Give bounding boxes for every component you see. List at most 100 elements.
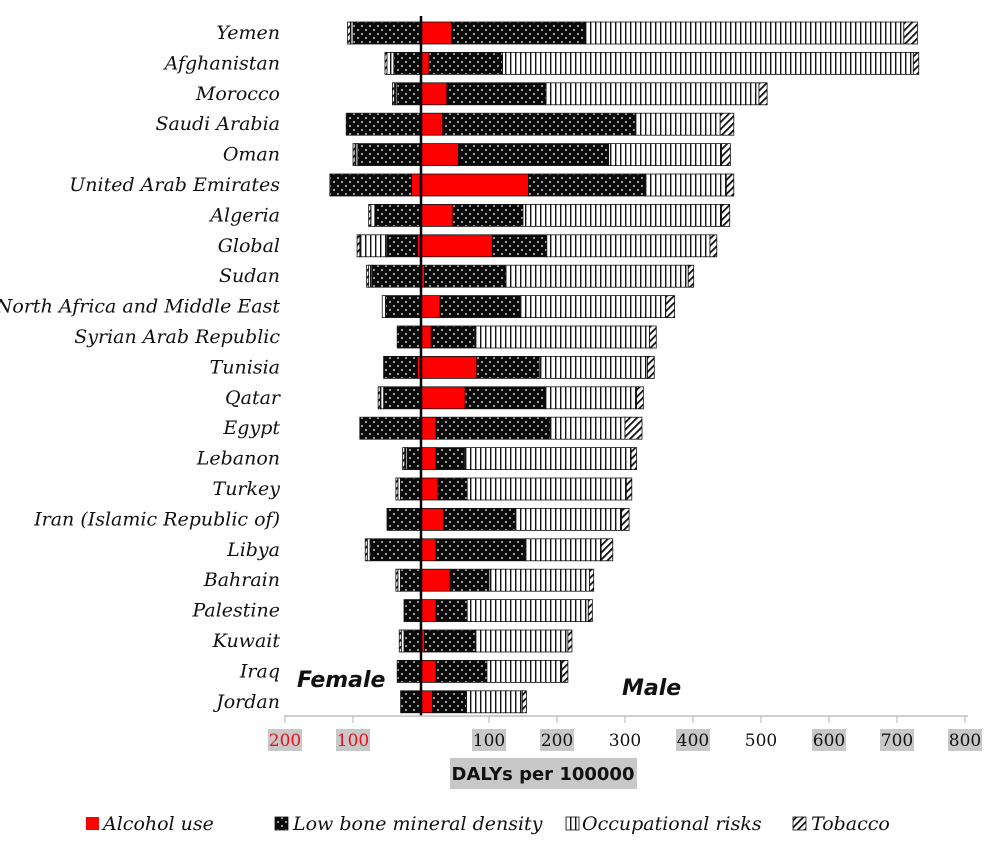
category-label-qatar: Qatar bbox=[225, 387, 282, 409]
bar-female-lbmd-egypt bbox=[359, 416, 422, 440]
bar-male-occupational-bahrain bbox=[488, 568, 591, 592]
bar-male-alcohol-syrian-arab-republic bbox=[420, 325, 432, 349]
bar-female-occupational-oman bbox=[354, 143, 359, 167]
bar-male-tobacco-global bbox=[709, 234, 718, 258]
bar-male-occupational-sudan bbox=[505, 264, 689, 288]
bar-male-alcohol-iran-islamic-republic-of bbox=[420, 507, 444, 531]
bar-male-alcohol-bahrain bbox=[420, 568, 451, 592]
bar-female-tobacco-libya bbox=[364, 538, 368, 562]
female-label: Female bbox=[297, 668, 386, 693]
category-label-bahrain: Bahrain bbox=[203, 569, 280, 591]
category-label-kuwait: Kuwait bbox=[212, 630, 281, 652]
category-label-yemen: Yemen bbox=[216, 22, 280, 44]
bar-female-lbmd-kuwait bbox=[403, 629, 422, 653]
bar-male-alcohol-north-africa-and-middle-east bbox=[420, 295, 441, 319]
category-label-global: Global bbox=[218, 235, 280, 257]
bar-male-tobacco-egypt bbox=[624, 416, 643, 440]
bar-female-tobacco-oman bbox=[352, 143, 356, 167]
x-tick-label: 300 bbox=[609, 731, 641, 751]
bar-male-alcohol-global bbox=[420, 234, 493, 258]
bar-female-tobacco-bahrain bbox=[395, 568, 399, 592]
bar-female-lbmd-bahrain bbox=[400, 568, 422, 592]
bar-female-tobacco-turkey bbox=[395, 477, 399, 501]
bar-male-alcohol-lebanon bbox=[420, 447, 437, 471]
bar-male-lbmd-syrian-arab-republic bbox=[430, 325, 476, 349]
x-tick-label-background bbox=[948, 729, 982, 751]
bar-male-lbmd-global bbox=[491, 234, 548, 258]
bar-male-tobacco-iran-islamic-republic-of bbox=[621, 507, 630, 531]
bar-male-tobacco-afghanistan bbox=[912, 52, 920, 75]
bar-female-alcohol-united-arab-emirates bbox=[411, 173, 422, 197]
bar-female-occupational-kuwait bbox=[400, 629, 405, 653]
legend-swatch-occupational bbox=[565, 816, 580, 831]
bar-male-occupational-saudi-arabia bbox=[634, 112, 721, 136]
bar-male-alcohol-oman bbox=[420, 143, 459, 167]
bar-female-lbmd-oman bbox=[357, 143, 422, 167]
bar-female-tobacco-lebanon bbox=[402, 447, 406, 471]
bar-male-lbmd-palestine bbox=[435, 599, 468, 622]
bar-female-lbmd-jordan bbox=[400, 690, 422, 714]
bar-female-lbmd-united-arab-emirates bbox=[329, 173, 412, 197]
bar-female-tobacco-kuwait bbox=[398, 629, 402, 653]
category-label-united-arab-emirates: United Arab Emirates bbox=[69, 174, 280, 196]
bar-male-lbmd-jordan bbox=[432, 690, 467, 714]
category-label-saudi-arabia: Saudi Arabia bbox=[155, 113, 280, 135]
bar-male-tobacco-bahrain bbox=[589, 568, 595, 592]
bar-female-lbmd-sudan bbox=[371, 264, 422, 288]
legend-swatch-tobacco bbox=[792, 816, 807, 831]
bar-male-alcohol-saudi-arabia bbox=[420, 112, 444, 136]
x-tick-label-background bbox=[268, 729, 302, 751]
x-tick-label-background bbox=[336, 729, 370, 751]
bar-female-lbmd-syrian-arab-republic bbox=[396, 325, 422, 349]
bar-female-occupational-morocco bbox=[394, 82, 398, 106]
bar-male-occupational-north-africa-and-middle-east bbox=[519, 295, 667, 319]
bar-male-occupational-iraq bbox=[486, 660, 563, 683]
bar-female-tobacco-yemen bbox=[347, 21, 351, 45]
bar-female-occupational-north-africa-and-middle-east bbox=[381, 295, 387, 319]
bar-female-lbmd-saudi-arabia bbox=[345, 112, 422, 136]
bar-male-occupational-algeria bbox=[522, 203, 722, 227]
bar-male-tobacco-united-arab-emirates bbox=[725, 173, 735, 197]
bar-male-occupational-libya bbox=[525, 538, 602, 562]
bar-male-tobacco-lebanon bbox=[630, 447, 637, 471]
legend-label-lbmd: Low bone mineral density bbox=[292, 813, 543, 835]
legend-swatch-alcohol bbox=[86, 817, 99, 830]
bar-male-lbmd-lebanon bbox=[435, 447, 465, 471]
x-tick-label: 100 bbox=[473, 731, 505, 751]
bar-male-lbmd-egypt bbox=[435, 416, 551, 440]
category-label-palestine: Palestine bbox=[191, 600, 280, 622]
x-tick-label-background bbox=[676, 729, 710, 751]
bar-male-alcohol-qatar bbox=[420, 386, 466, 410]
bar-male-alcohol-libya bbox=[420, 538, 437, 562]
category-label-iran-islamic-republic-of: Iran (Islamic Republic of) bbox=[33, 508, 280, 530]
bar-male-tobacco-turkey bbox=[625, 477, 633, 501]
x-tick-label: 200 bbox=[269, 731, 301, 751]
bar-female-occupational-libya bbox=[366, 538, 371, 562]
bar-male-tobacco-kuwait bbox=[567, 629, 573, 653]
bar-male-occupational-global bbox=[546, 234, 711, 258]
bar-male-tobacco-palestine bbox=[587, 599, 593, 622]
bar-female-occupational-global bbox=[359, 234, 388, 258]
x-axis-title-background bbox=[450, 758, 637, 789]
bar-female-occupational-algeria bbox=[370, 203, 376, 227]
bar-female-occupational-bahrain bbox=[397, 568, 402, 592]
bar-female-occupational-yemen bbox=[349, 21, 354, 45]
bar-male-tobacco-tunisia bbox=[647, 355, 655, 379]
legend-label-occupational: Occupational risks bbox=[582, 813, 762, 835]
bar-male-alcohol-tunisia bbox=[420, 355, 478, 379]
bar-female-lbmd-libya bbox=[369, 538, 422, 562]
bar-male-lbmd-kuwait bbox=[423, 629, 476, 653]
legend: Alcohol use Low bone mineral density Occup… bbox=[86, 813, 890, 835]
bars-group bbox=[329, 21, 920, 714]
bar-male-occupational-morocco bbox=[545, 82, 760, 106]
x-tick-label: 500 bbox=[745, 731, 777, 751]
bar-male-tobacco-libya bbox=[600, 538, 614, 562]
bar-female-lbmd-qatar bbox=[383, 386, 422, 410]
x-tick-label: 400 bbox=[677, 731, 709, 751]
bar-male-alcohol-algeria bbox=[420, 203, 454, 227]
bar-male-tobacco-yemen bbox=[903, 21, 918, 45]
bar-male-tobacco-qatar bbox=[636, 386, 644, 410]
bar-male-lbmd-afghanistan bbox=[428, 52, 504, 75]
category-label-iraq: Iraq bbox=[239, 660, 280, 682]
